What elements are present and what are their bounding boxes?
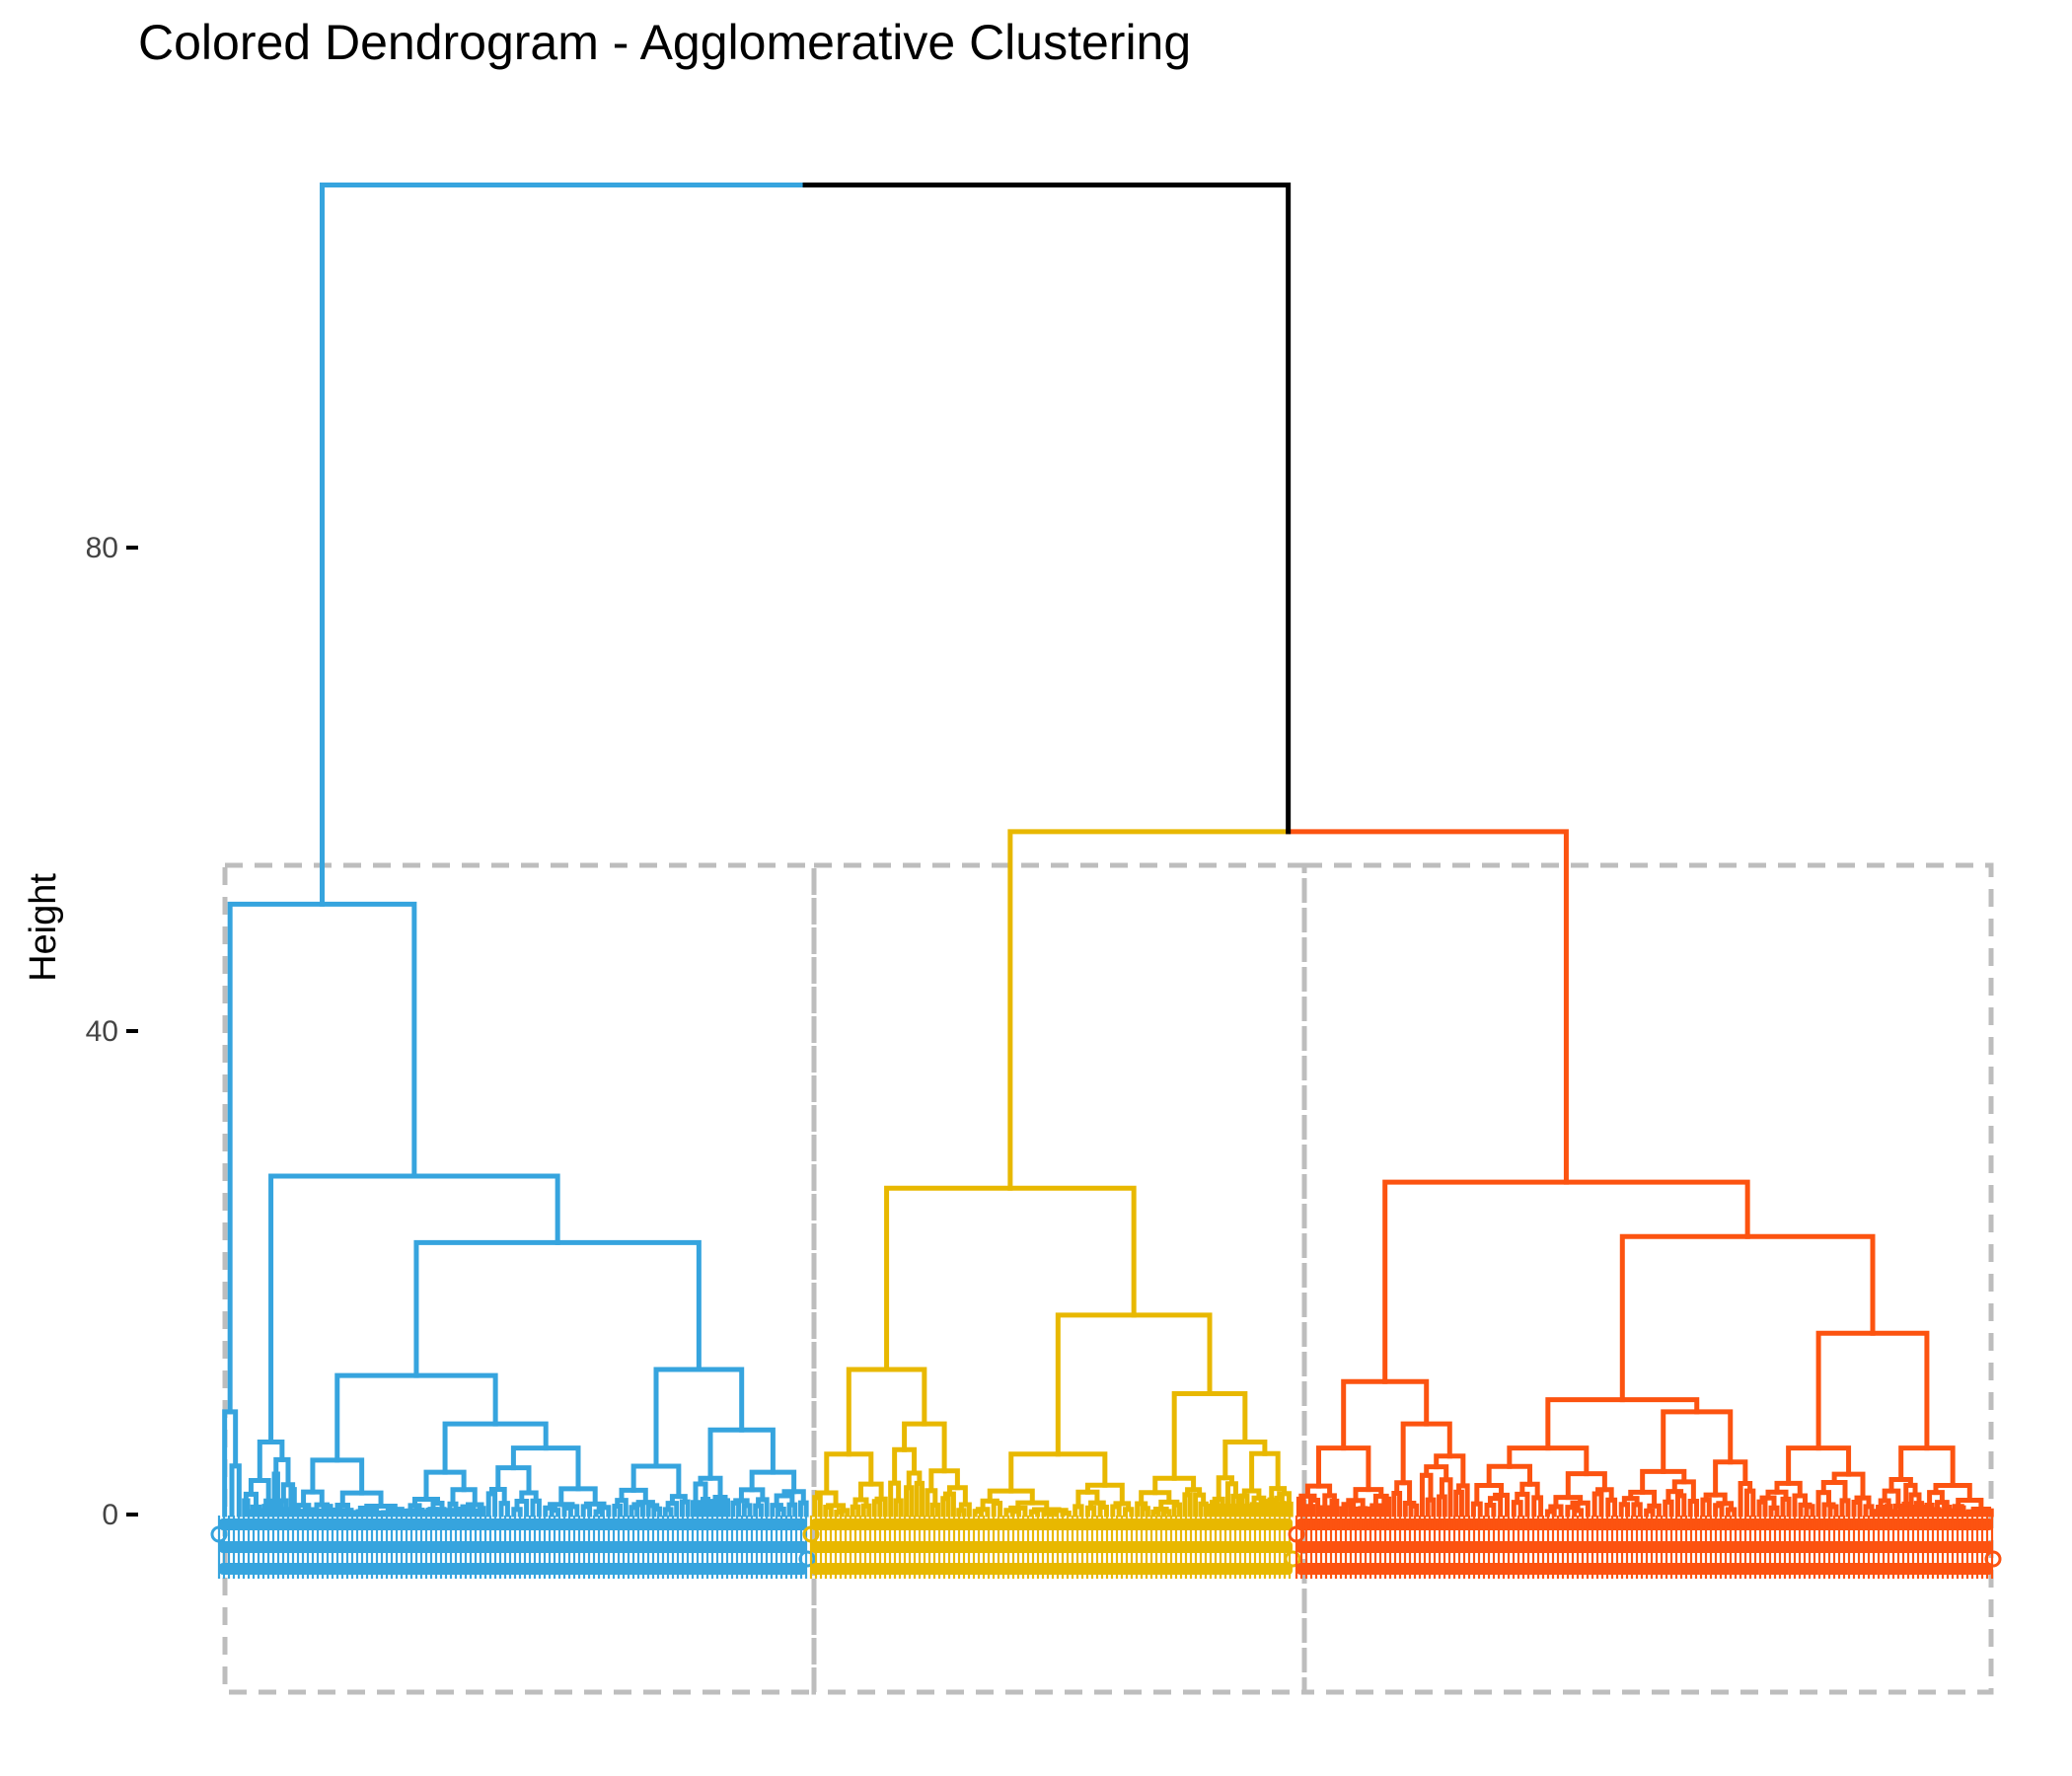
dendrogram-link xyxy=(413,1239,702,1378)
dendrogram-link xyxy=(227,901,417,1415)
leaf-marker xyxy=(802,1525,820,1543)
dendrogram-link xyxy=(271,1471,280,1517)
cluster-2-branches xyxy=(812,829,1294,1517)
dendrogram-link xyxy=(914,1480,925,1517)
dendrogram-link xyxy=(1007,829,1292,1191)
dendrogram-link xyxy=(1453,1489,1464,1517)
dendrogram-link xyxy=(1171,1391,1248,1481)
leaf-marker xyxy=(1284,1550,1301,1568)
y-tick-label: 40 xyxy=(86,1015,118,1048)
dendrogram-link xyxy=(1222,1440,1268,1481)
leaf-label-band xyxy=(210,1516,816,1579)
y-tick-label: 0 xyxy=(102,1499,118,1531)
dendrogram-link xyxy=(1591,1491,1604,1517)
dendrogram-link xyxy=(229,1463,242,1517)
dendrogram-link xyxy=(824,1451,874,1496)
dendrogram-link xyxy=(1249,1450,1281,1494)
dendrogram-link xyxy=(1391,1491,1403,1517)
y-axis-label: Height xyxy=(23,873,64,982)
dendrogram-link xyxy=(1674,1493,1687,1517)
dendrogram-link xyxy=(1786,1445,1852,1486)
cluster-1-branches xyxy=(222,183,809,1517)
dendrogram-link xyxy=(1437,1494,1447,1517)
dendrogram-link xyxy=(485,1491,498,1517)
dendrogram-link xyxy=(884,1185,1137,1372)
dendrogram-link xyxy=(1531,1495,1544,1517)
dendrogram-link xyxy=(846,1367,927,1457)
dendrogram-link xyxy=(1815,1330,1930,1451)
dendrogram-link xyxy=(334,1372,498,1463)
dendrogram-link xyxy=(423,1469,467,1502)
y-axis: 0 40 80 Height xyxy=(23,532,138,1531)
cluster-boxes xyxy=(222,862,1994,1695)
dendrogram-link xyxy=(653,1367,745,1469)
dendrogram-link xyxy=(1055,1312,1213,1457)
leaf-marker xyxy=(210,1525,228,1543)
dendrogram-link xyxy=(1286,829,1569,1185)
cluster-3-branches xyxy=(1286,829,1994,1517)
dendrogram-link xyxy=(310,1457,365,1496)
dendrogram-link xyxy=(1382,1179,1750,1384)
leaf-marker xyxy=(1984,1550,2002,1568)
dendrogram-link xyxy=(802,183,1292,835)
dendrogram-link xyxy=(1831,1471,1866,1501)
dendrogram-link xyxy=(1507,1445,1590,1477)
dendrogram-link xyxy=(812,1495,823,1517)
dendrogram-link xyxy=(1545,1397,1700,1451)
y-tick-label: 80 xyxy=(86,532,118,564)
dendrogram-tree xyxy=(222,183,1994,1517)
leaf-labels xyxy=(210,1516,2002,1579)
chart-title: Colored Dendrogram - Agglomerative Clust… xyxy=(138,15,1192,70)
dendrogram-link xyxy=(1316,1445,1371,1493)
dendrogram-link xyxy=(1743,1488,1756,1517)
dendrogram-link xyxy=(288,1487,297,1517)
dendrogram-link xyxy=(1182,1492,1193,1517)
leaf-marker xyxy=(798,1550,816,1568)
dendrogram-link xyxy=(1341,1378,1430,1451)
dendrogram-link xyxy=(1619,1233,1876,1403)
dendrogram-link xyxy=(320,183,808,907)
dendrogram-link xyxy=(904,1485,915,1517)
leaf-marker xyxy=(1288,1525,1305,1543)
leaf-label-band xyxy=(802,1516,1301,1579)
cluster-box xyxy=(1301,862,1994,1695)
leaf-label-band xyxy=(1288,1516,2002,1579)
